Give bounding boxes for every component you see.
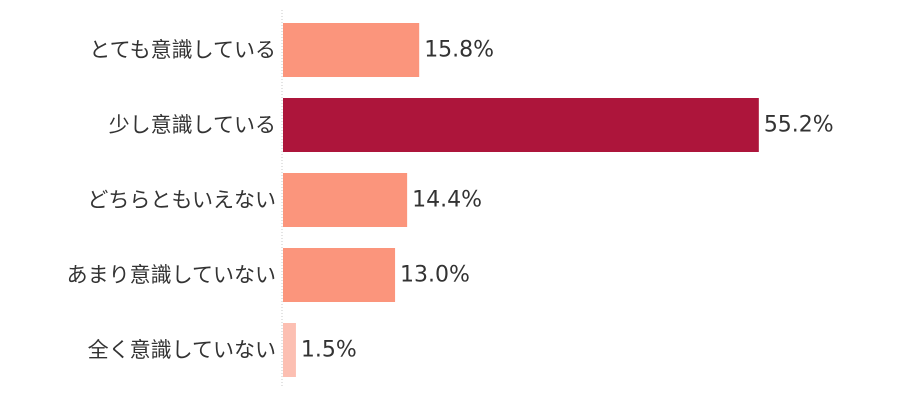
value-label-3: 14.4% [412, 188, 482, 213]
value-label-1: 15.8% [424, 38, 494, 63]
category-label-3: どちらともいえない [87, 188, 276, 212]
bar-1 [283, 23, 420, 77]
value-label-4: 13.0% [400, 263, 470, 288]
labels-layer: とても意識している 15.8% 少し意識している 55.2% どちらともいえない 14.4… [67, 38, 834, 363]
category-label-5: 全く意識していない [88, 338, 276, 362]
category-label-4: あまり意識していない [67, 263, 276, 287]
value-label-5: 1.5% [301, 338, 357, 363]
bars-layer [283, 23, 759, 377]
category-label-1: とても意識している [89, 38, 276, 62]
bar-4 [283, 248, 396, 302]
bar-2 [283, 98, 759, 152]
bar-5 [283, 323, 296, 377]
value-label-2: 55.2% [764, 113, 834, 138]
category-label-2: 少し意識している [109, 113, 276, 137]
bar-3 [283, 173, 408, 227]
